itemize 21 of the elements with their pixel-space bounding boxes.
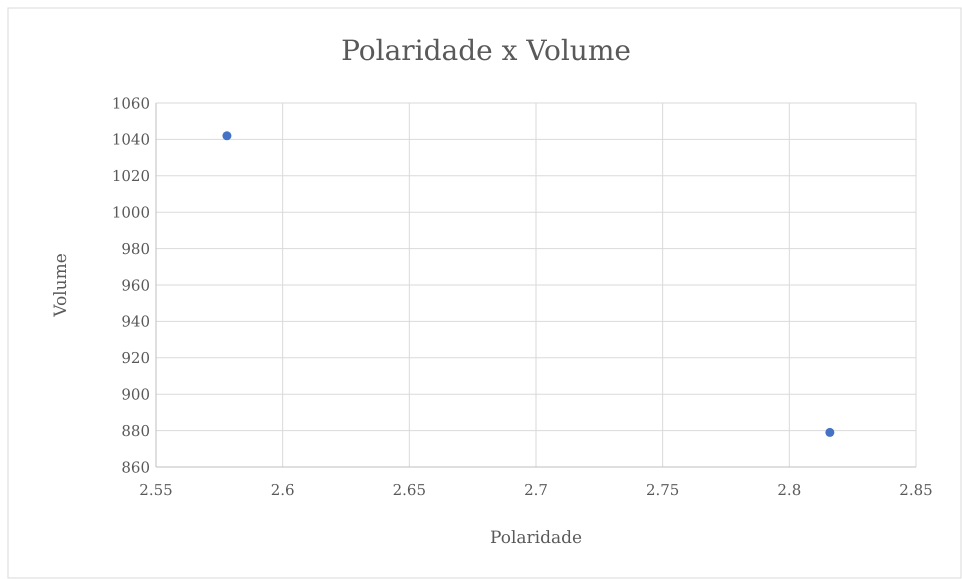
- x-tick-label: 2.65: [392, 481, 426, 499]
- y-axis-title: Volume: [51, 253, 71, 318]
- y-tick-label: 860: [121, 458, 150, 476]
- y-tick-label: 900: [121, 385, 150, 404]
- x-tick-label: 2.7: [524, 481, 548, 499]
- y-tick-label: 1040: [112, 130, 150, 149]
- x-axis-title: Polaridade: [490, 528, 582, 548]
- y-tick-label: 1000: [112, 203, 150, 222]
- x-tick-label: 2.55: [139, 481, 173, 499]
- y-tick-label: 1020: [112, 167, 150, 186]
- x-tick-label: 2.85: [899, 481, 933, 499]
- y-tick-label: 960: [121, 276, 150, 294]
- y-tick-label: 1060: [112, 94, 150, 112]
- x-tick-label: 2.6: [270, 481, 295, 499]
- x-tick-label: 2.8: [777, 481, 802, 499]
- x-tick-label: 2.75: [646, 481, 680, 499]
- y-tick-label: 940: [121, 312, 150, 331]
- y-tick-label: 920: [121, 349, 150, 368]
- y-tick-label: 880: [121, 422, 150, 440]
- y-tick-label: 980: [121, 240, 150, 258]
- chart-title: Polaridade x Volume: [341, 34, 631, 67]
